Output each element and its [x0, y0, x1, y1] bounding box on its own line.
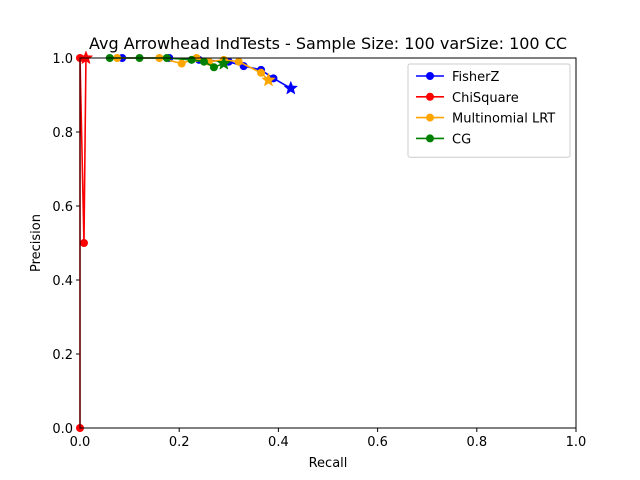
- legend-entry: Multinomial LRT: [416, 112, 555, 127]
- data-point: [187, 55, 196, 64]
- legend-box: [407, 63, 571, 158]
- y-tick-label: 0.2: [52, 348, 73, 363]
- data-point: [177, 59, 186, 68]
- legend-label: Multinomial LRT: [452, 112, 555, 127]
- axis-ticks: 0.0 0.2 0.4 0.6 0.8 1.0 0.0 0.2 0.4 0.6 0.8 1.0: [52, 52, 586, 450]
- data-point: [209, 63, 218, 72]
- plot-frame: [79, 57, 577, 429]
- x-tick-label: 1.0: [566, 435, 587, 450]
- y-tick-label: 0.8: [52, 126, 73, 141]
- legend-marker: [426, 113, 434, 122]
- x-axis-label: Recall: [309, 456, 348, 471]
- legend-marker: [426, 92, 434, 101]
- x-tick-label: 0.6: [367, 435, 388, 450]
- legend-label: ChiSquare: [452, 91, 519, 106]
- x-tick-label: 0.0: [70, 435, 91, 450]
- y-tick-label: 0.4: [52, 274, 73, 289]
- legend-entry: CG: [416, 132, 471, 147]
- data-point-star: [78, 50, 94, 65]
- x-tick-label: 0.4: [268, 435, 289, 450]
- data-point: [200, 57, 208, 66]
- legend-label: CG: [452, 132, 471, 147]
- legend-entry: FisherZ: [416, 70, 499, 85]
- y-axis-label: Precision: [29, 214, 44, 272]
- legend-label: FisherZ: [452, 70, 499, 85]
- chart-title: Avg Arrowhead IndTests - Sample Size: 10…: [89, 34, 567, 53]
- data-point-star: [283, 80, 299, 95]
- data-point-star: [216, 55, 232, 70]
- legend-marker: [426, 134, 434, 143]
- legend: FisherZ ChiSquare Multinomial LRT CG: [407, 63, 571, 158]
- y-tick-label: 0.0: [52, 422, 73, 437]
- data-point-star: [261, 72, 276, 87]
- x-tick-label: 0.2: [169, 435, 190, 450]
- y-tick-label: 1.0: [52, 52, 73, 67]
- data-point: [79, 239, 88, 247]
- legend-marker: [426, 72, 434, 80]
- x-tick-label: 0.8: [466, 435, 487, 450]
- legend-entry: ChiSquare: [416, 91, 519, 106]
- y-tick-label: 0.6: [52, 200, 73, 215]
- data-point: [257, 68, 266, 77]
- data-point: [234, 57, 243, 66]
